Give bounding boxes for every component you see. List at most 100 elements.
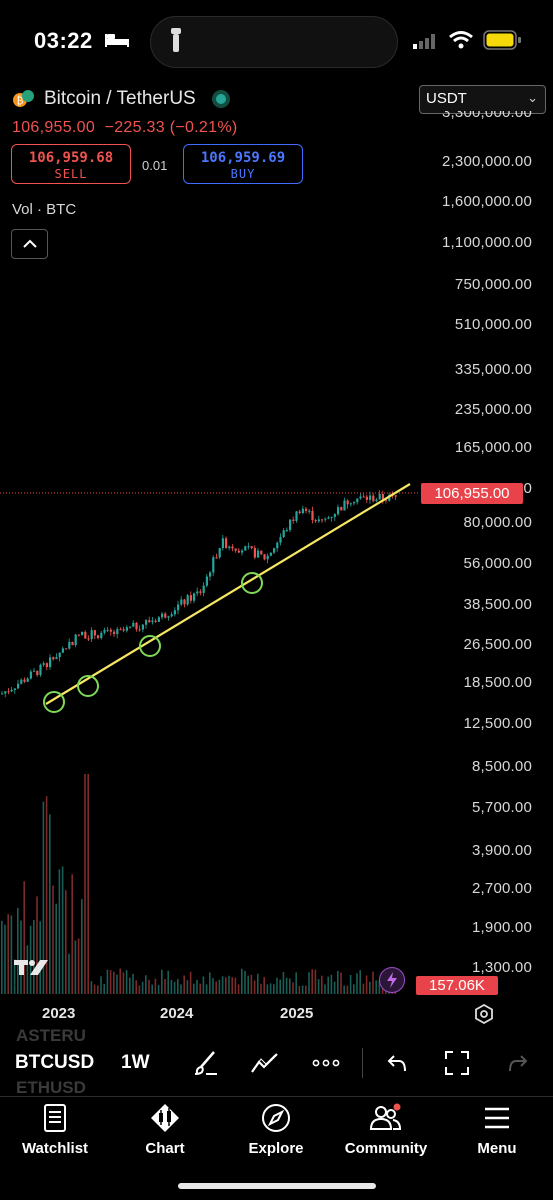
candle xyxy=(305,508,308,511)
currency-select[interactable]: USDT ⌄ xyxy=(419,85,546,114)
candle xyxy=(42,663,45,665)
volume-bar xyxy=(20,920,22,994)
volume-bar xyxy=(183,975,185,994)
price-axis-label: 2,300,000.00 xyxy=(442,153,532,170)
status-time: 03:22 xyxy=(34,28,93,53)
candle xyxy=(353,502,356,504)
candle xyxy=(116,629,119,634)
price-axis-label: 80,000.00 xyxy=(463,514,532,531)
candle xyxy=(13,688,16,690)
collapse-indicators-button[interactable] xyxy=(11,229,48,259)
volume-indicator-label[interactable]: Vol · BTC xyxy=(12,201,77,218)
candle xyxy=(151,620,154,623)
tab-watchlist[interactable]: Watchlist xyxy=(0,1102,110,1157)
volume-bar xyxy=(253,980,256,994)
candle xyxy=(365,496,368,500)
volume-bar xyxy=(337,970,339,994)
candle xyxy=(7,691,10,693)
sell-button[interactable]: 106,959.68 SELL xyxy=(11,144,131,184)
candle xyxy=(260,550,263,555)
compass-icon xyxy=(262,1104,290,1132)
price-axis-label: 335,000.00 xyxy=(454,361,532,378)
volume-bar xyxy=(301,985,304,994)
candle xyxy=(106,629,109,631)
candle xyxy=(317,519,320,522)
time-axis-label: 2025 xyxy=(280,1005,314,1022)
volume-bar xyxy=(29,925,32,994)
candle xyxy=(362,496,365,498)
lightning-bolt-icon[interactable] xyxy=(379,967,405,993)
candle xyxy=(372,495,375,502)
volume-bar xyxy=(145,975,147,994)
volume-bar xyxy=(49,814,51,994)
volume-bar xyxy=(369,981,371,994)
volume-bar xyxy=(199,983,201,994)
tabbar-border xyxy=(0,1096,553,1097)
volume-bar xyxy=(266,984,269,994)
trendline-touch-marker xyxy=(43,691,65,713)
volume-bar xyxy=(225,977,227,994)
candle xyxy=(20,679,23,684)
volume-bar xyxy=(365,975,368,994)
buy-price: 106,959.69 xyxy=(200,150,286,166)
candle xyxy=(257,550,260,558)
volume-bar xyxy=(260,983,262,994)
candle xyxy=(177,604,180,611)
volume-value-tag: 157.06K xyxy=(416,976,498,995)
volume-bar xyxy=(305,985,307,994)
chevron-up-icon xyxy=(22,239,37,248)
volume-bar xyxy=(141,981,144,994)
tab-label: Explore xyxy=(248,1140,304,1157)
volume-bar xyxy=(231,977,233,994)
redo-icon[interactable] xyxy=(502,1047,534,1079)
candle xyxy=(298,511,301,514)
volume-bar xyxy=(90,981,93,994)
undo-icon[interactable] xyxy=(381,1047,413,1079)
volume-bar xyxy=(109,970,112,994)
volume-bar xyxy=(119,968,121,994)
volume-bar xyxy=(285,977,288,994)
volume-bar xyxy=(356,973,358,994)
volume-bar xyxy=(378,980,381,994)
flashlight-icon[interactable] xyxy=(168,28,184,54)
tab-community[interactable]: Community xyxy=(331,1102,441,1157)
candle xyxy=(381,494,384,500)
candle xyxy=(193,593,196,601)
candle xyxy=(135,622,138,630)
price-axis-label: 235,000.00 xyxy=(454,401,532,418)
volume-bar xyxy=(61,866,64,994)
more-options-icon[interactable] xyxy=(310,1047,342,1079)
brush-drawing-tool-icon[interactable] xyxy=(190,1047,222,1079)
candle xyxy=(349,503,352,505)
spread-value: 0.01 xyxy=(142,158,168,173)
people-icon xyxy=(369,1103,402,1130)
candle xyxy=(199,591,202,593)
candle xyxy=(301,508,304,514)
volume-bar xyxy=(241,968,243,994)
candle xyxy=(253,548,256,558)
volume-bar xyxy=(154,978,157,994)
candle xyxy=(321,519,324,521)
trendline-drawing-tool-icon[interactable] xyxy=(249,1047,281,1079)
ticker-symbol-button[interactable]: BTCUSD xyxy=(15,1052,95,1073)
tab-explore[interactable]: Explore xyxy=(221,1102,331,1157)
sleep-bed-icon xyxy=(105,34,129,47)
price-chart[interactable]: 17 xyxy=(0,110,420,1000)
volume-bar xyxy=(186,980,189,994)
volume-bar xyxy=(125,970,128,994)
fullscreen-icon[interactable] xyxy=(441,1047,473,1079)
interval-button[interactable]: 1W xyxy=(121,1052,150,1073)
chart-settings-icon[interactable] xyxy=(474,1004,494,1024)
volume-bar xyxy=(167,970,169,994)
watermark-text: 17 xyxy=(14,985,17,987)
candle xyxy=(58,652,61,658)
candle xyxy=(269,552,272,556)
tab-menu[interactable]: Menu xyxy=(442,1102,552,1157)
candle xyxy=(279,536,282,543)
tab-chart[interactable]: Chart xyxy=(110,1102,220,1157)
volume-bar xyxy=(193,983,195,994)
wifi-icon xyxy=(449,31,473,49)
candle xyxy=(39,664,42,676)
symbol-header[interactable]: ₿ Bitcoin / TetherUS xyxy=(12,88,232,110)
buy-button[interactable]: 106,959.69 BUY xyxy=(183,144,303,184)
